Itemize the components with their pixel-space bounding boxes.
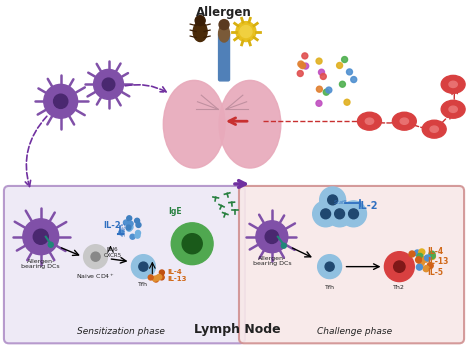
Circle shape bbox=[131, 255, 155, 279]
Circle shape bbox=[135, 233, 140, 238]
Ellipse shape bbox=[449, 81, 457, 88]
Circle shape bbox=[317, 86, 322, 92]
Circle shape bbox=[394, 261, 405, 272]
Circle shape bbox=[302, 53, 308, 59]
Circle shape bbox=[54, 94, 68, 109]
Circle shape bbox=[328, 195, 337, 205]
Ellipse shape bbox=[449, 106, 457, 112]
Circle shape bbox=[33, 229, 48, 244]
Ellipse shape bbox=[441, 100, 465, 118]
Circle shape bbox=[326, 87, 332, 93]
Text: Tfh: Tfh bbox=[138, 282, 148, 287]
Ellipse shape bbox=[357, 112, 382, 130]
Circle shape bbox=[152, 276, 157, 281]
Circle shape bbox=[182, 234, 202, 254]
Ellipse shape bbox=[164, 80, 225, 168]
Circle shape bbox=[429, 253, 435, 259]
Circle shape bbox=[83, 245, 108, 269]
Text: Allergen-
bearing DCs: Allergen- bearing DCs bbox=[253, 256, 291, 267]
Circle shape bbox=[339, 81, 346, 87]
Circle shape bbox=[155, 275, 160, 281]
Circle shape bbox=[127, 226, 132, 231]
Circle shape bbox=[419, 249, 425, 255]
Circle shape bbox=[298, 61, 304, 67]
Circle shape bbox=[337, 62, 343, 68]
Circle shape bbox=[158, 274, 163, 279]
Circle shape bbox=[156, 274, 162, 280]
Circle shape bbox=[91, 252, 100, 261]
Circle shape bbox=[127, 216, 132, 221]
Circle shape bbox=[135, 218, 139, 223]
Circle shape bbox=[427, 263, 433, 269]
Circle shape bbox=[297, 70, 303, 76]
Circle shape bbox=[219, 20, 229, 30]
Circle shape bbox=[429, 253, 436, 259]
Text: IL-4
IL-13
IL-5: IL-4 IL-13 IL-5 bbox=[427, 247, 448, 276]
Circle shape bbox=[335, 209, 345, 219]
Circle shape bbox=[409, 251, 415, 257]
Text: Challenge phase: Challenge phase bbox=[317, 327, 392, 336]
Circle shape bbox=[318, 255, 342, 279]
Circle shape bbox=[320, 74, 326, 80]
Ellipse shape bbox=[400, 118, 409, 124]
Circle shape bbox=[414, 250, 420, 256]
Circle shape bbox=[323, 89, 329, 95]
Circle shape bbox=[236, 22, 256, 42]
Circle shape bbox=[348, 209, 358, 219]
Circle shape bbox=[384, 252, 414, 282]
Text: Bcl6
CXCR5: Bcl6 CXCR5 bbox=[103, 247, 121, 258]
Ellipse shape bbox=[365, 118, 374, 124]
Ellipse shape bbox=[392, 112, 416, 130]
Circle shape bbox=[325, 262, 334, 271]
Circle shape bbox=[341, 201, 366, 227]
Circle shape bbox=[346, 69, 353, 75]
Circle shape bbox=[327, 201, 353, 227]
Circle shape bbox=[429, 251, 435, 257]
Circle shape bbox=[316, 58, 322, 64]
Circle shape bbox=[417, 264, 422, 270]
Text: $^{Stat5}$: $^{Stat5}$ bbox=[333, 201, 347, 207]
FancyBboxPatch shape bbox=[239, 186, 464, 343]
Ellipse shape bbox=[219, 80, 281, 168]
Text: IL-2: IL-2 bbox=[104, 221, 121, 230]
Circle shape bbox=[136, 230, 140, 236]
Circle shape bbox=[195, 16, 205, 25]
Text: IgE: IgE bbox=[168, 207, 182, 216]
Circle shape bbox=[319, 187, 346, 213]
Circle shape bbox=[342, 57, 347, 62]
Circle shape bbox=[126, 225, 131, 230]
Text: Lymph Node: Lymph Node bbox=[194, 324, 280, 336]
Text: Allergen: Allergen bbox=[196, 6, 252, 19]
Text: IL-2: IL-2 bbox=[357, 201, 378, 211]
Circle shape bbox=[423, 266, 429, 272]
Circle shape bbox=[102, 78, 115, 91]
Circle shape bbox=[419, 260, 424, 266]
Circle shape bbox=[23, 219, 59, 255]
Text: Stat5: Stat5 bbox=[121, 221, 127, 236]
Text: Sensitization phase: Sensitization phase bbox=[76, 327, 164, 336]
Circle shape bbox=[93, 69, 123, 99]
Circle shape bbox=[256, 221, 288, 253]
Circle shape bbox=[351, 76, 357, 82]
Circle shape bbox=[313, 201, 338, 227]
Circle shape bbox=[139, 262, 148, 271]
Text: Naive CD4$^+$: Naive CD4$^+$ bbox=[76, 272, 115, 281]
Circle shape bbox=[316, 100, 322, 106]
Circle shape bbox=[171, 223, 213, 265]
Circle shape bbox=[321, 209, 330, 219]
Text: Allergen-
bearing DCs: Allergen- bearing DCs bbox=[21, 259, 60, 269]
Circle shape bbox=[123, 220, 128, 225]
Circle shape bbox=[423, 256, 428, 262]
FancyBboxPatch shape bbox=[219, 33, 229, 81]
FancyBboxPatch shape bbox=[4, 186, 245, 343]
Ellipse shape bbox=[422, 120, 446, 138]
Circle shape bbox=[128, 225, 133, 230]
Circle shape bbox=[240, 25, 252, 38]
Circle shape bbox=[119, 230, 124, 235]
Circle shape bbox=[44, 84, 78, 118]
Circle shape bbox=[159, 270, 164, 275]
Circle shape bbox=[417, 253, 423, 259]
Text: Th2: Th2 bbox=[393, 284, 405, 290]
Circle shape bbox=[265, 230, 279, 244]
